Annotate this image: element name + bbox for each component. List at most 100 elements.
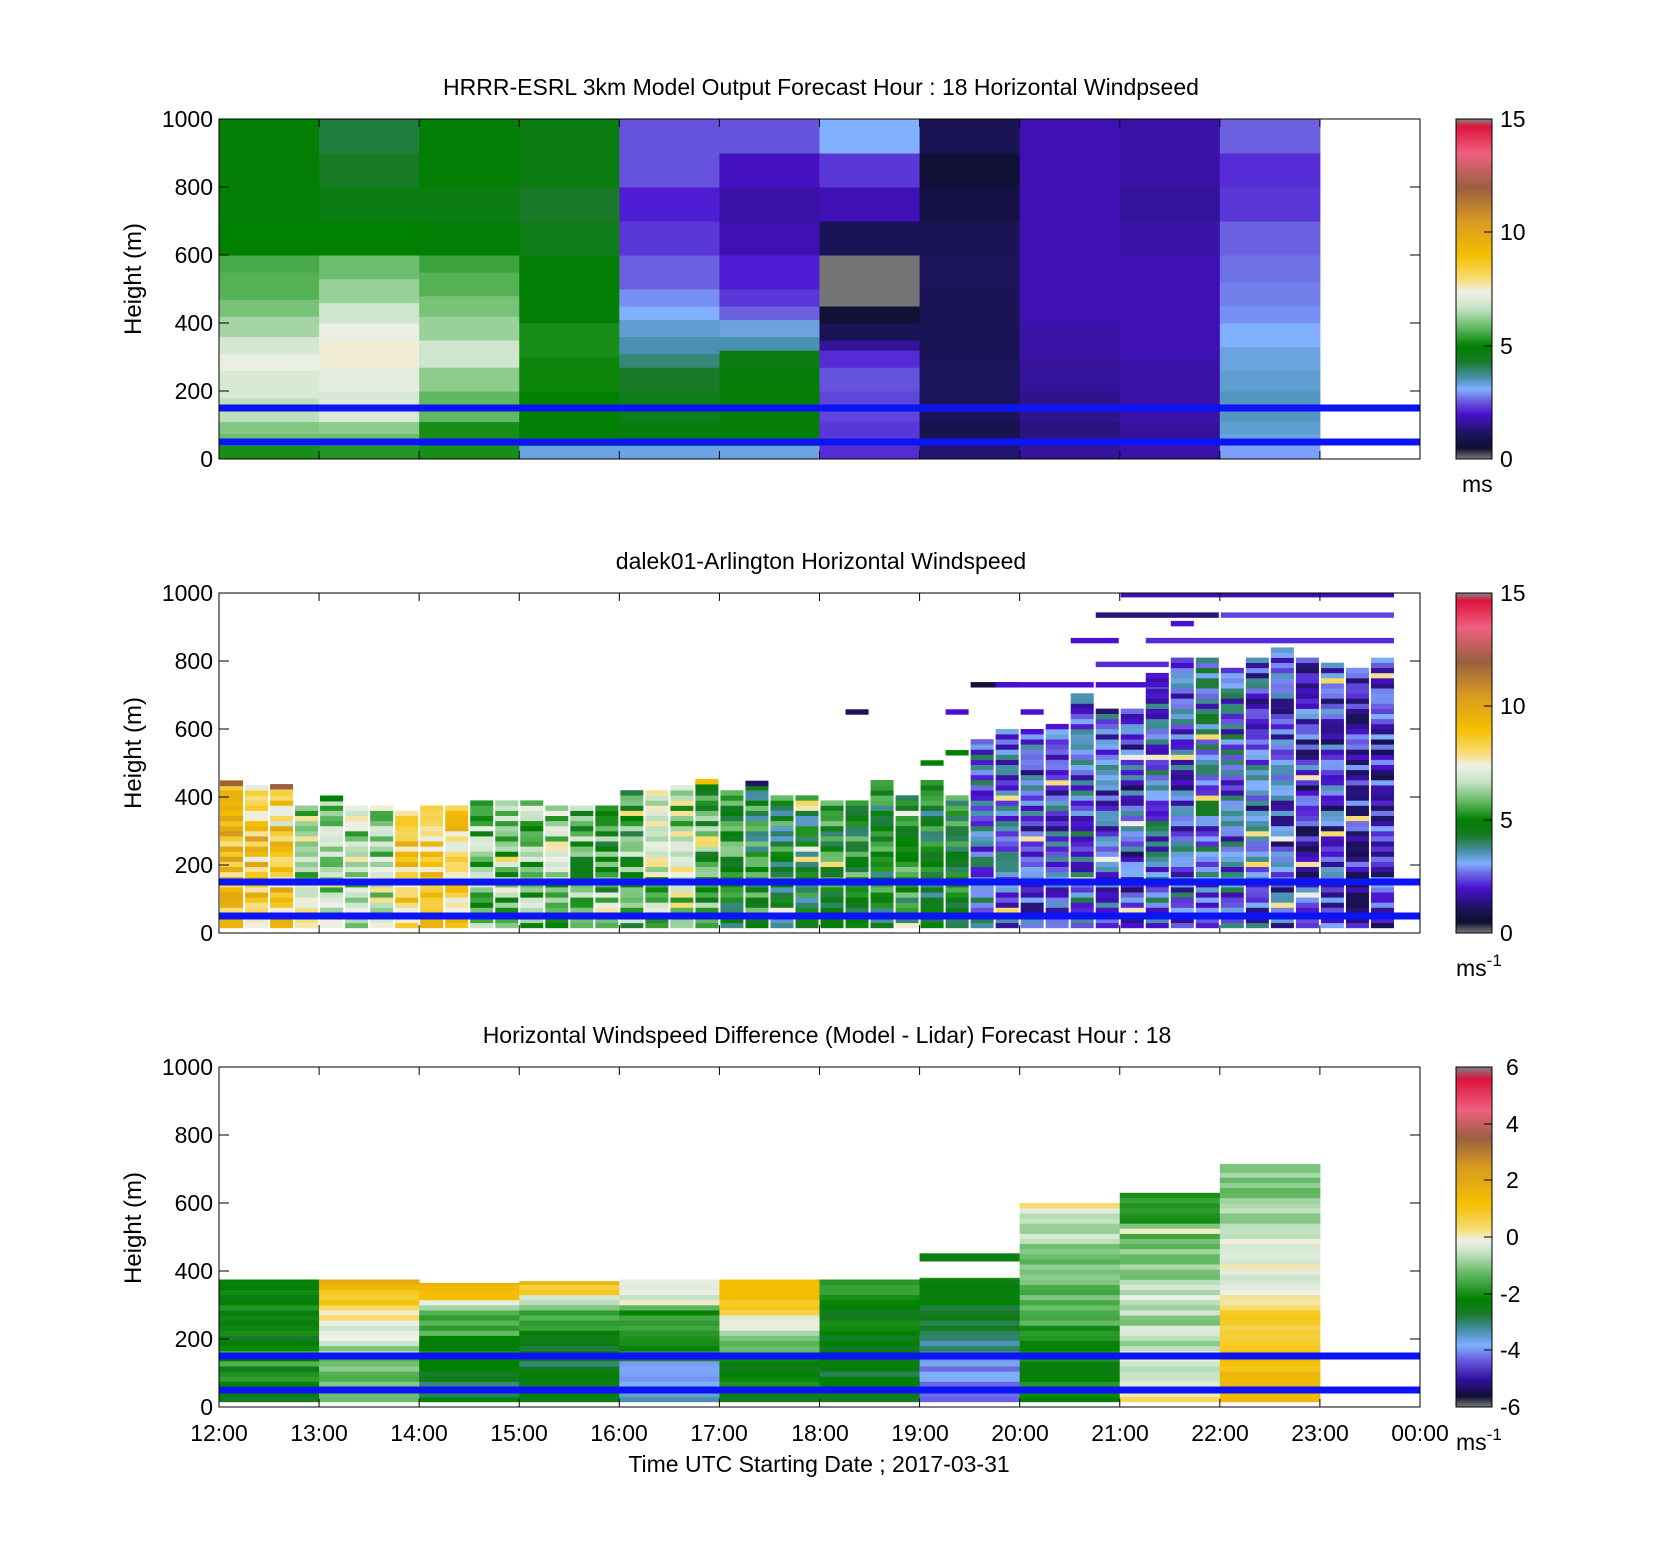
difference-cell	[1219, 1315, 1321, 1321]
lidar-bin	[1320, 688, 1344, 694]
lidar-bin	[1195, 718, 1219, 725]
lidar-bin	[295, 805, 319, 811]
colorbar-step	[1456, 1405, 1492, 1407]
heatmap-cell	[619, 119, 720, 188]
lidar-bin	[1045, 759, 1069, 765]
lidar-bin	[895, 907, 919, 913]
lidar-bin	[270, 841, 294, 847]
lidar-bin	[395, 892, 419, 898]
lidar-bin	[1120, 825, 1144, 832]
lidar-bin	[995, 866, 1019, 873]
heatmap-cell	[1219, 323, 1321, 348]
lidar-bin	[295, 902, 319, 908]
ytick-label: 600	[175, 242, 213, 268]
lidar-bin	[995, 769, 1019, 776]
difference-cell	[519, 1335, 620, 1341]
lidar-bin	[1170, 693, 1194, 699]
lidar-bin	[1245, 861, 1269, 867]
lidar-bin	[770, 820, 794, 827]
lidar-bin	[745, 810, 769, 816]
panel-2-plot	[219, 593, 1420, 929]
lidar-bin	[870, 907, 894, 913]
lidar-bin	[945, 897, 969, 903]
difference-cell	[819, 1376, 921, 1382]
lidar-bin	[1270, 703, 1294, 709]
lidar-bin	[1295, 698, 1319, 704]
difference-cell	[819, 1294, 921, 1301]
lidar-bin	[1070, 866, 1094, 873]
lidar-bin	[745, 825, 769, 832]
lidar-bin	[595, 861, 619, 867]
lidar-bin	[495, 887, 519, 893]
lidar-bin	[695, 866, 719, 873]
lidar-bin	[770, 892, 794, 898]
difference-cell	[919, 1320, 1021, 1326]
heatmap-cell	[819, 421, 921, 434]
lidar-bin	[1120, 764, 1144, 771]
lidar-bin	[645, 795, 669, 801]
lidar-bin	[320, 820, 344, 827]
lidar-bin	[795, 841, 819, 847]
lidar-bin	[370, 922, 394, 929]
difference-cell	[519, 1391, 620, 1398]
lidar-bin	[970, 682, 1019, 688]
lidar-bin	[720, 836, 744, 842]
lidar-bin	[1170, 667, 1194, 674]
colorbar-step	[1456, 431, 1492, 434]
difference-cell	[819, 1305, 921, 1311]
difference-cell	[919, 1253, 1020, 1262]
lidar-bin	[795, 836, 819, 842]
heatmap-cell	[1219, 370, 1321, 392]
lidar-bin	[245, 922, 269, 929]
colorbar-step	[1456, 931, 1492, 933]
lidar-bin	[670, 866, 694, 873]
lidar-bin	[1145, 907, 1169, 913]
colorbar-step	[1456, 201, 1492, 204]
lidar-bin	[1295, 723, 1319, 730]
colorbar-step	[1456, 747, 1492, 750]
lidar-bin	[1120, 739, 1144, 745]
difference-cell	[819, 1299, 921, 1306]
difference-cell	[1019, 1381, 1121, 1387]
lidar-bin	[1295, 678, 1319, 684]
colorbar-step	[1456, 421, 1492, 424]
heatmap-cell	[519, 289, 620, 324]
lidar-bin	[795, 871, 819, 878]
colorbar-step	[1456, 643, 1492, 646]
lidar-bin	[1195, 790, 1219, 796]
lidar-bin	[945, 856, 969, 862]
lidar-bin	[270, 871, 294, 878]
difference-cell	[719, 1284, 820, 1290]
lidar-bin	[1195, 902, 1219, 908]
colorbar-step	[1456, 921, 1492, 924]
colorbar-step	[1456, 425, 1492, 428]
lidar-bin	[945, 709, 969, 715]
lidar-bin	[1270, 902, 1294, 908]
lidar-bin	[920, 810, 944, 816]
lidar-bin	[320, 800, 344, 806]
lidar-bin	[1320, 734, 1344, 740]
difference-cell	[1219, 1228, 1321, 1234]
lidar-bin	[945, 836, 969, 842]
heatmap-cell	[919, 221, 1021, 256]
lidar-bin	[1245, 723, 1269, 730]
lidar-bin	[895, 861, 919, 867]
colorbar-step	[1456, 745, 1492, 748]
colorbar-step	[1456, 283, 1492, 286]
colorbar-step	[1456, 449, 1492, 452]
colorbar-step	[1456, 695, 1492, 698]
lidar-bin	[1295, 713, 1319, 720]
lidar-bin	[520, 846, 544, 852]
difference-cell	[1019, 1366, 1121, 1372]
lidar-bin	[470, 800, 494, 806]
lidar-bin	[570, 917, 594, 924]
lidar-bin	[1070, 754, 1094, 760]
lidar-bin	[820, 887, 844, 893]
lidar-bin	[1145, 769, 1169, 776]
difference-cell	[219, 1289, 320, 1296]
lidar-bin	[295, 856, 319, 862]
lidar-bin	[645, 897, 669, 903]
lidar-bin	[1170, 871, 1194, 878]
colorbar-step	[1456, 359, 1492, 362]
